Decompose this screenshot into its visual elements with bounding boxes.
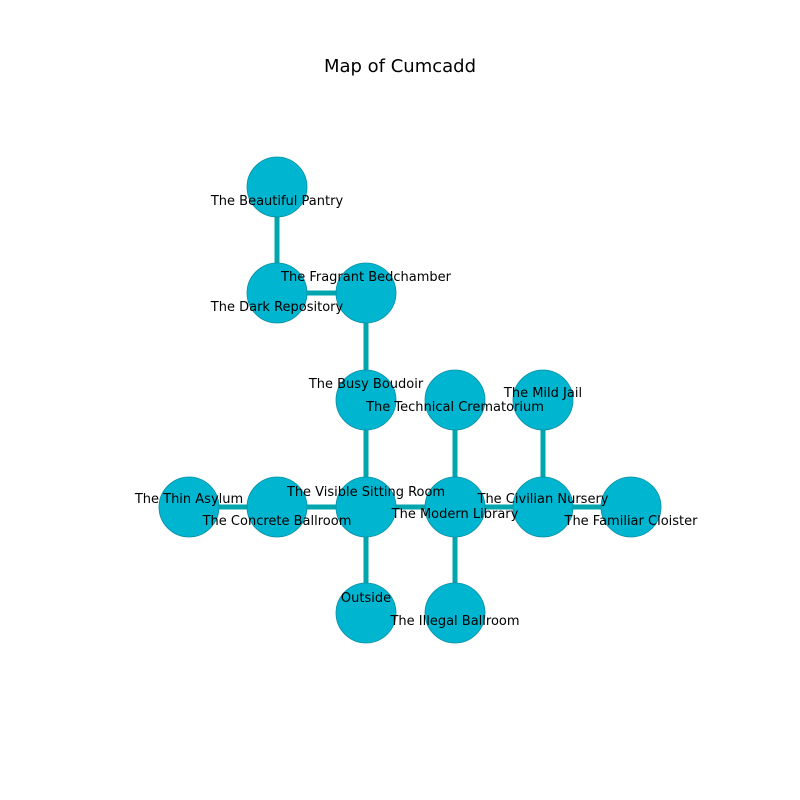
room-node-technical-crematorium (424, 369, 486, 431)
room-node-visible-sitting-room (335, 476, 397, 538)
room-node-beautiful-pantry (246, 156, 308, 218)
room-label-thin-asylum: The Thin Asylum (134, 492, 243, 507)
room-node-modern-library (424, 476, 486, 538)
room-node-illegal-ballroom (424, 582, 486, 644)
room-node-concrete-ballroom (246, 476, 308, 538)
room-node-fragrant-bedchamber (335, 262, 397, 324)
room-label-modern-library: The Modern Library (391, 507, 519, 522)
room-node-familiar-cloister (600, 476, 662, 538)
room-node-thin-asylum (158, 476, 220, 538)
room-node-dark-repository (246, 262, 308, 324)
labels-layer: The Beautiful Pantry The Dark Repository T… (134, 194, 698, 629)
room-label-visible-sitting-room: The Visible Sitting Room (286, 485, 445, 500)
room-node-civilian-nursery (512, 476, 574, 538)
room-label-beautiful-pantry: The Beautiful Pantry (210, 194, 344, 209)
room-label-busy-boudoir: The Busy Boudoir (308, 377, 424, 392)
room-node-busy-boudoir (335, 369, 397, 431)
map-title: Map of Cumcadd (323, 56, 477, 77)
room-label-technical-crematorium: The Technical Crematorium (365, 400, 544, 415)
room-node-mild-jail (512, 369, 574, 431)
room-label-illegal-ballroom: The Illegal Ballroom (389, 614, 519, 629)
room-label-fragrant-bedchamber: The Fragrant Bedchamber (280, 270, 452, 285)
room-label-civilian-nursery: The Civilian Nursery (477, 492, 609, 507)
nodes-layer (158, 156, 662, 644)
room-label-familiar-cloister: The Familiar Cloister (564, 514, 699, 529)
room-label-mild-jail: The Mild Jail (503, 386, 582, 401)
room-label-outside: Outside (341, 591, 391, 606)
room-node-outside (335, 582, 397, 644)
room-label-dark-repository: The Dark Repository (210, 300, 344, 315)
room-label-concrete-ballroom: The Concrete Ballroom (202, 514, 352, 529)
